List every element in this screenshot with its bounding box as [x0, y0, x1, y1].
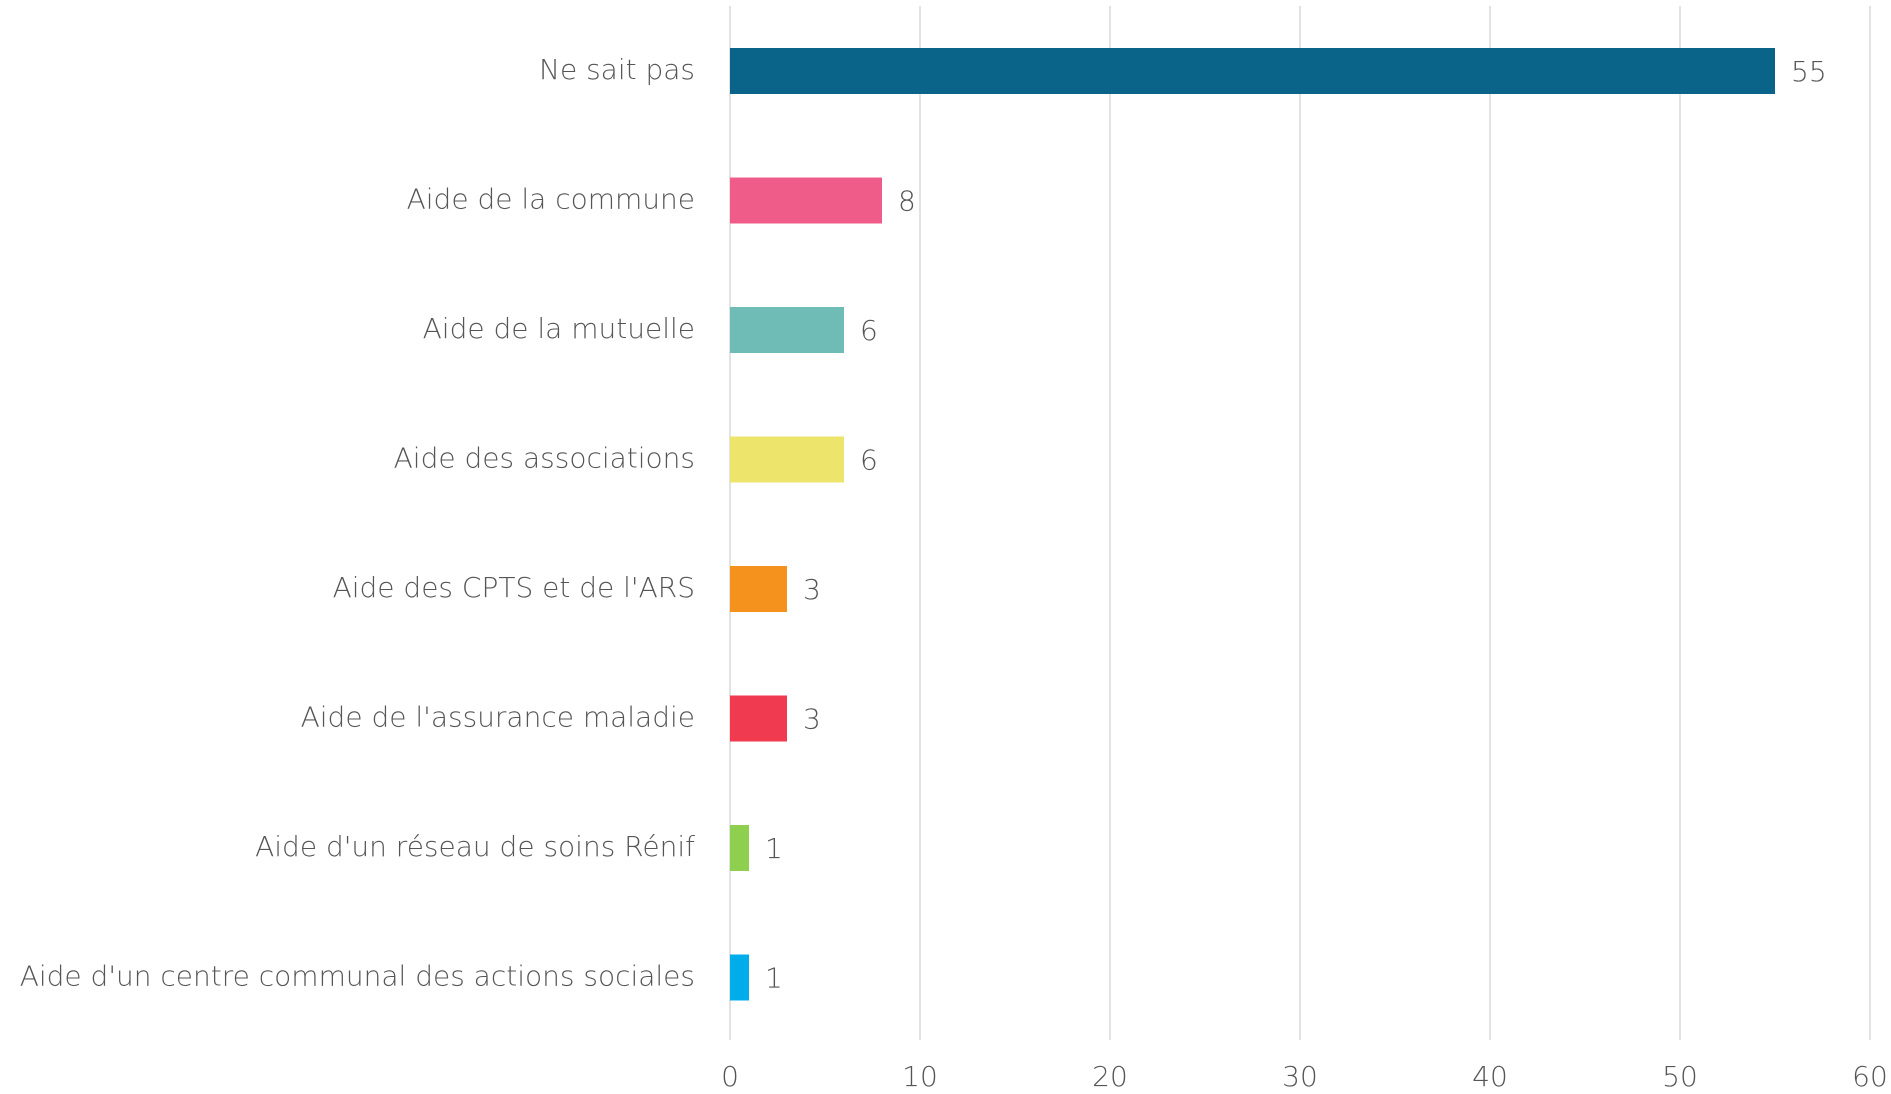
- bar: [730, 695, 787, 742]
- value-label: 1: [765, 962, 783, 995]
- value-label: 8: [898, 185, 916, 218]
- bar: [730, 825, 749, 871]
- value-label: 1: [765, 832, 783, 865]
- value-label: 6: [860, 444, 878, 477]
- value-label: 6: [860, 314, 878, 347]
- x-tick-label: 20: [1092, 1060, 1128, 1093]
- x-tick-label: 0: [721, 1060, 739, 1093]
- x-tick-label: 50: [1662, 1060, 1698, 1093]
- value-label: 55: [1791, 55, 1827, 88]
- x-tick-label: 10: [902, 1060, 938, 1093]
- bar: [730, 436, 844, 483]
- bar: [730, 307, 844, 353]
- value-label: 3: [803, 703, 821, 736]
- x-tick-label: 60: [1852, 1060, 1888, 1093]
- bar: [730, 954, 749, 1001]
- category-label: Aide d'un centre communal des actions so…: [20, 960, 695, 993]
- category-label: Aide de la commune: [407, 183, 695, 216]
- bar: [730, 48, 1775, 94]
- category-label: Aide d'un réseau de soins Rénif: [255, 830, 695, 863]
- category-label: Aide de la mutuelle: [423, 312, 695, 345]
- category-label: Aide des associations: [394, 442, 695, 475]
- category-label: Aide de l'assurance maladie: [301, 701, 695, 734]
- bar: [730, 566, 787, 612]
- x-tick-label: 30: [1282, 1060, 1318, 1093]
- category-label: Ne sait pas: [539, 53, 695, 86]
- category-label: Aide des CPTS et de l'ARS: [333, 571, 695, 604]
- value-label: 3: [803, 573, 821, 606]
- x-tick-label: 40: [1472, 1060, 1508, 1093]
- bar: [730, 177, 882, 224]
